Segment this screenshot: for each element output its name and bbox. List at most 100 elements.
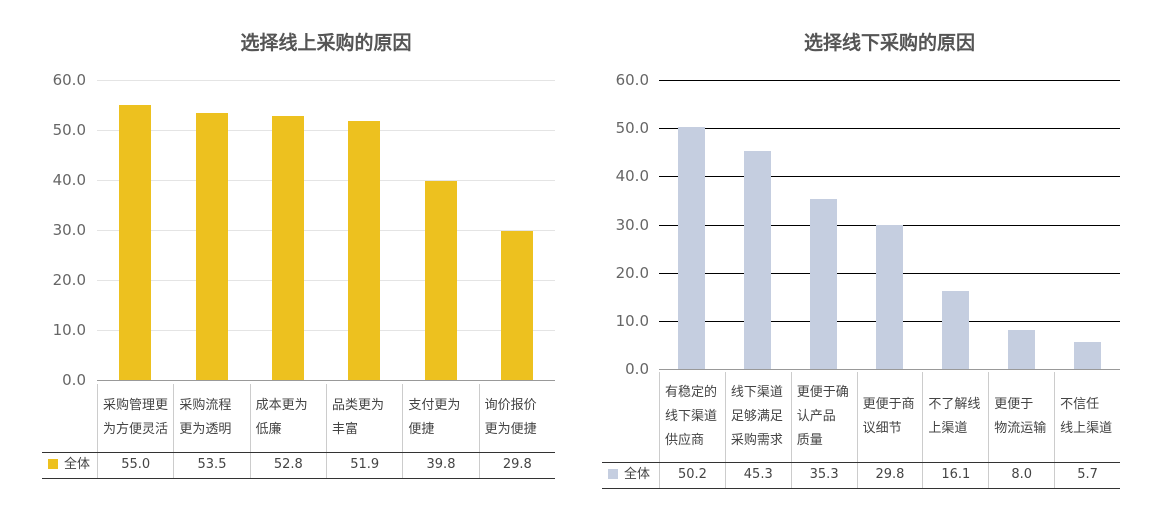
y-tick-label: 50.0 bbox=[615, 119, 649, 138]
gridline bbox=[659, 176, 1120, 178]
category-label-line: 供应商 bbox=[665, 433, 705, 448]
data-value-label: 35.3 bbox=[790, 462, 857, 488]
category-label: 不了解线 上渠道 bbox=[922, 372, 988, 462]
category-label: 有稳定的线下渠道供应商 bbox=[659, 372, 725, 462]
category-label: 询价报价 更为便捷 bbox=[478, 384, 555, 452]
category-label-line: 线上渠道 bbox=[1060, 421, 1113, 436]
table-top-line bbox=[602, 462, 1120, 463]
category-label-line: 采购管理更 bbox=[103, 398, 169, 413]
y-tick-label: 40.0 bbox=[615, 167, 649, 186]
y-tick-label: 20.0 bbox=[615, 263, 649, 282]
table-bottom-line bbox=[42, 478, 555, 479]
category-label-line: 更为便捷 bbox=[484, 422, 537, 437]
y-tick-label: 0.0 bbox=[625, 360, 649, 378]
category-label-line: 便捷 bbox=[408, 422, 435, 437]
category-label-line: 采购流程 bbox=[179, 398, 232, 413]
legend-item: 全体 bbox=[42, 452, 97, 478]
y-tick-label: 60.0 bbox=[52, 71, 86, 89]
data-value-label: 45.3 bbox=[724, 462, 791, 488]
bar bbox=[271, 116, 304, 380]
gridline bbox=[97, 380, 555, 381]
gridline bbox=[97, 280, 555, 281]
data-value-label: 52.8 bbox=[249, 452, 326, 478]
category-label-line: 更便于 bbox=[994, 397, 1034, 412]
y-tick-label: 10.0 bbox=[615, 311, 649, 330]
gridline bbox=[97, 180, 555, 181]
category-label: 更便于 物流运输 bbox=[988, 372, 1054, 462]
gridline bbox=[97, 230, 555, 231]
category-label: 线下渠道足够满足采购需求 bbox=[724, 372, 791, 462]
category-label-line: 更便于商 bbox=[862, 397, 915, 412]
category-label: 采购流程 更为透明 bbox=[173, 384, 249, 452]
legend-label: 全体 bbox=[624, 467, 651, 482]
table-top-line bbox=[42, 452, 555, 453]
bar bbox=[119, 105, 152, 380]
bar bbox=[1073, 341, 1101, 369]
chart-title: 选择线上采购的原因 bbox=[240, 32, 412, 54]
gridline bbox=[659, 369, 1120, 370]
y-tick-label: 50.0 bbox=[52, 121, 86, 139]
y-tick-label: 0.0 bbox=[62, 371, 86, 389]
category-label: 采购管理更为方便灵活 bbox=[97, 384, 173, 452]
category-label: 支付更为 便捷 bbox=[402, 384, 478, 452]
category-label: 成本更为 低廉 bbox=[249, 384, 326, 452]
bar bbox=[348, 120, 381, 380]
category-label-line: 不信任 bbox=[1060, 397, 1100, 412]
y-tick-label: 30.0 bbox=[615, 215, 649, 234]
category-label-line: 低廉 bbox=[255, 422, 282, 437]
gridline bbox=[659, 224, 1120, 226]
category-label-line: 议细节 bbox=[862, 421, 902, 436]
legend-swatch-icon bbox=[48, 459, 58, 469]
category-label-line: 更为透明 bbox=[179, 422, 232, 437]
category-label-line: 采购需求 bbox=[730, 433, 783, 448]
y-tick-label: 30.0 bbox=[52, 221, 86, 239]
category-label-line: 有稳定的 bbox=[665, 385, 718, 400]
category-label: 品类更为 丰富 bbox=[326, 384, 402, 452]
category-label-line: 询价报价 bbox=[484, 398, 537, 413]
y-tick-label: 20.0 bbox=[52, 271, 86, 289]
data-value-label: 53.5 bbox=[173, 452, 249, 478]
data-value-label: 39.8 bbox=[402, 452, 478, 478]
data-value-label: 55.0 bbox=[97, 452, 173, 478]
category-label-line: 足够满足 bbox=[730, 409, 783, 424]
category-label-line: 成本更为 bbox=[255, 398, 308, 413]
data-value-label: 5.7 bbox=[1054, 462, 1120, 488]
category-label-line: 不了解线 bbox=[928, 397, 981, 412]
table-bottom-line bbox=[602, 488, 1120, 489]
y-tick-label: 40.0 bbox=[52, 171, 86, 189]
category-label-line: 物流运输 bbox=[994, 421, 1047, 436]
category-label-line: 质量 bbox=[796, 433, 823, 448]
category-label-line: 为方便灵活 bbox=[103, 422, 169, 437]
data-value-label: 50.2 bbox=[659, 462, 725, 488]
category-label: 不信任 线上渠道 bbox=[1054, 372, 1120, 462]
data-value-label: 29.8 bbox=[856, 462, 923, 488]
category-label-line: 线下渠道 bbox=[665, 409, 718, 424]
category-label-line: 支付更为 bbox=[408, 398, 461, 413]
bar bbox=[810, 198, 838, 369]
bar bbox=[1007, 330, 1035, 369]
gridline bbox=[97, 330, 555, 331]
category-label-line: 上渠道 bbox=[928, 421, 968, 436]
category-label-line: 品类更为 bbox=[332, 398, 385, 413]
bar bbox=[941, 291, 969, 369]
bar bbox=[876, 225, 903, 369]
category-label-line: 更便于确 bbox=[796, 385, 849, 400]
category-label-line: 线下渠道 bbox=[730, 385, 783, 400]
chart-title: 选择线下采购的原因 bbox=[803, 32, 975, 54]
bar bbox=[195, 112, 228, 380]
category-label: 更便于商 议细节 bbox=[856, 372, 923, 462]
data-value-label: 29.8 bbox=[478, 452, 555, 478]
gridline bbox=[659, 80, 1120, 81]
data-value-label: 16.1 bbox=[922, 462, 988, 488]
category-label-line: 认产品 bbox=[796, 409, 836, 424]
data-value-label: 51.9 bbox=[326, 452, 402, 478]
category-label-line: 丰富 bbox=[332, 422, 359, 437]
bar bbox=[744, 150, 772, 369]
legend-label: 全体 bbox=[64, 457, 91, 472]
bar bbox=[678, 127, 706, 369]
y-tick-label: 60.0 bbox=[615, 71, 649, 89]
gridline bbox=[97, 130, 555, 131]
y-tick-label: 10.0 bbox=[52, 321, 86, 339]
gridline bbox=[659, 128, 1120, 130]
gridline bbox=[97, 80, 555, 81]
